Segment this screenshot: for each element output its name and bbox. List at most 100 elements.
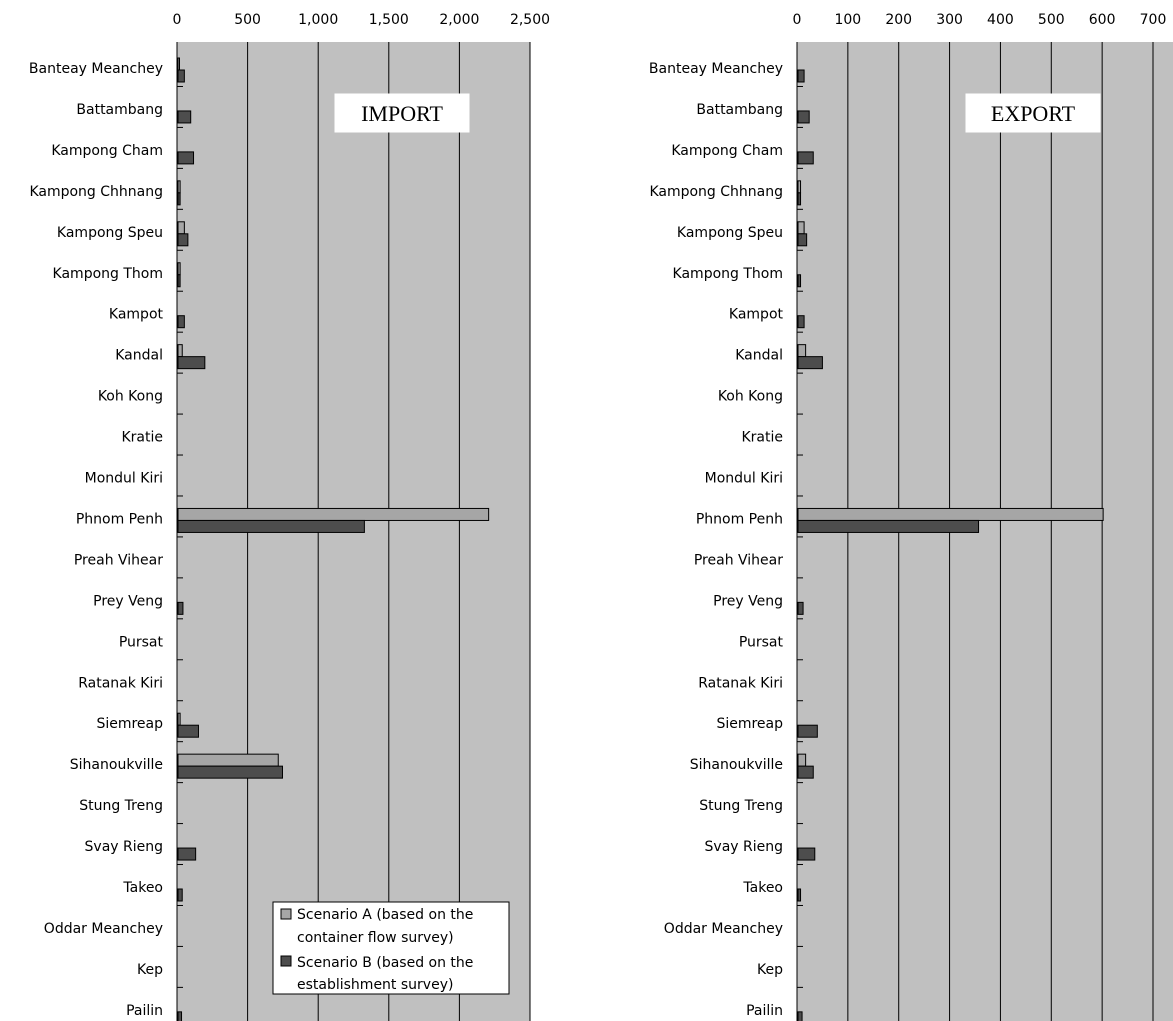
export-bar-scenario-b-kandal	[797, 356, 823, 370]
import-bar-scenario-b-banteay-meanchey	[177, 69, 185, 83]
import-category-label-koh-kong: Koh Kong	[98, 389, 163, 405]
export-tick-label: 0	[793, 12, 802, 28]
legend-swatch-scenario-a	[280, 908, 292, 920]
export-axis	[796, 42, 803, 1021]
import-category-label-ratanak-kiri: Ratanak Kiri	[78, 675, 163, 691]
export-category-label-pursat: Pursat	[739, 634, 784, 650]
import-bar-scenario-b-takeo	[177, 888, 183, 902]
legend-label-scenario-b-line1: Scenario B (based on the	[297, 955, 473, 971]
export-category-label-kampong-cham: Kampong Cham	[671, 143, 783, 159]
import-category-label-kandal: Kandal	[115, 348, 163, 364]
import-category-label-kampong-speu: Kampong Speu	[57, 225, 163, 241]
import-category-label-stung-treng: Stung Treng	[79, 798, 163, 814]
export-category-labels: Banteay Meanchey Battambang Kampong Cham K…	[649, 61, 784, 1019]
import-bar-scenario-a-siemreap	[177, 712, 181, 726]
import-category-label-prey-veng: Prey Veng	[93, 593, 163, 609]
export-category-label-stung-treng: Stung Treng	[699, 798, 783, 814]
import-bar-scenario-b-pailin	[177, 1011, 183, 1021]
legend-label-scenario-a-line2: container flow survey)	[297, 930, 454, 946]
export-category-label-koh-kong: Koh Kong	[718, 389, 783, 405]
import-category-label-kampong-thom: Kampong Thom	[53, 266, 163, 282]
import-category-label-preah-vihear: Preah Vihear	[74, 552, 163, 568]
export-category-label-banteay-meanchey: Banteay Meanchey	[649, 61, 783, 77]
export-bar-scenario-b-prey-veng	[797, 601, 804, 615]
import-title-box: IMPORT	[334, 93, 470, 133]
import-bar-scenario-b-svay-rieng	[177, 847, 197, 861]
import-bar-scenario-a-sihanoukville	[177, 753, 279, 767]
export-bars	[797, 69, 1104, 1021]
export-bar-scenario-b-sihanoukville	[797, 765, 814, 779]
export-category-label-sihanoukville: Sihanoukville	[690, 757, 783, 773]
import-category-label-kampong-chhnang: Kampong Chhnang	[29, 184, 163, 200]
import-category-label-sihanoukville: Sihanoukville	[70, 757, 163, 773]
export-tick-label: 200	[885, 12, 912, 28]
export-bar-scenario-a-phnom-penh	[797, 507, 1104, 521]
import-category-label-oddar-meanchey: Oddar Meanchey	[44, 921, 163, 937]
export-bar-scenario-b-siemreap	[797, 724, 818, 738]
export-tick-labels: 0 100 200 300 400 500 600 700	[793, 12, 1167, 28]
import-category-label-pursat: Pursat	[119, 634, 164, 650]
import-bar-scenario-b-phnom-penh	[177, 519, 365, 533]
export-title: EXPORT	[991, 101, 1076, 126]
import-category-label-kampot: Kampot	[109, 307, 164, 323]
import-axis	[176, 42, 183, 1021]
import-tick-label: 1,500	[369, 12, 409, 28]
export-category-label-ratanak-kiri: Ratanak Kiri	[698, 675, 783, 691]
import-tick-label: 2,500	[510, 12, 550, 28]
import-tick-label: 1,000	[298, 12, 338, 28]
export-bar-scenario-b-kampong-cham	[797, 151, 814, 165]
import-bar-scenario-b-prey-veng	[177, 601, 184, 615]
export-category-label-mondul-kiri: Mondul Kiri	[705, 471, 783, 487]
export-bar-scenario-b-kampot	[797, 315, 805, 329]
legend: Scenario A (based on the container flow …	[272, 901, 510, 995]
export-tick-label: 100	[834, 12, 861, 28]
export-category-label-kandal: Kandal	[735, 348, 783, 364]
import-bar-scenario-a-kampong-thom	[177, 262, 181, 276]
import-category-label-kep: Kep	[137, 962, 163, 978]
import-tick-labels: 0 500 1,000 1,500 2,000 2,500	[173, 12, 551, 28]
import-bar-scenario-a-kandal	[177, 344, 183, 358]
import-bar-scenario-a-kampong-speu	[177, 221, 185, 235]
import-tick-label: 2,000	[439, 12, 479, 28]
export-tick-label: 500	[1038, 12, 1065, 28]
import-category-label-battambang: Battambang	[76, 102, 163, 118]
export-bar-scenario-b-svay-rieng	[797, 847, 816, 861]
export-category-label-battambang: Battambang	[696, 102, 783, 118]
import-category-label-kampong-cham: Kampong Cham	[51, 143, 163, 159]
import-bar-scenario-b-kampong-thom	[177, 274, 181, 288]
export-tick-label: 700	[1140, 12, 1167, 28]
import-tick-label: 0	[173, 12, 182, 28]
import-tick-label: 500	[234, 12, 261, 28]
export-category-label-pailin: Pailin	[746, 1003, 783, 1019]
import-bar-scenario-a-kampong-chhnang	[177, 180, 181, 194]
export-category-label-kampong-thom: Kampong Thom	[673, 266, 783, 282]
export-category-label-preah-vihear: Preah Vihear	[694, 552, 783, 568]
export-bar-scenario-b-phnom-penh	[797, 519, 980, 533]
export-bar-scenario-a-kampong-chhnang	[797, 180, 802, 194]
export-bar-scenario-b-banteay-meanchey	[797, 69, 805, 83]
export-category-label-takeo: Takeo	[742, 880, 783, 896]
import-bar-scenario-b-sihanoukville	[177, 765, 283, 779]
import-category-label-phnom-penh: Phnom Penh	[76, 511, 163, 527]
import-bar-scenario-a-phnom-penh	[177, 507, 490, 521]
import-bar-scenario-b-kampong-cham	[177, 151, 195, 165]
export-category-label-kratie: Kratie	[741, 430, 783, 446]
import-category-labels: Banteay Meanchey Battambang Kampong Cham K…	[29, 61, 164, 1019]
export-category-label-kampong-speu: Kampong Speu	[677, 225, 783, 241]
import-panel: 0 500 1,000 1,500 2,000 2,500 Banteay Meanche…	[29, 12, 550, 1021]
export-category-label-prey-veng: Prey Veng	[713, 593, 783, 609]
export-category-label-svay-rieng: Svay Rieng	[705, 839, 783, 855]
export-category-label-oddar-meanchey: Oddar Meanchey	[664, 921, 783, 937]
import-category-label-takeo: Takeo	[122, 880, 163, 896]
import-bar-scenario-b-kampong-speu	[177, 233, 189, 247]
export-bar-scenario-b-kampong-speu	[797, 233, 808, 247]
import-bar-scenario-b-battambang	[177, 110, 192, 124]
import-bar-scenario-b-siemreap	[177, 724, 199, 738]
export-bar-scenario-b-kampong-thom	[797, 274, 802, 288]
legend-label-scenario-a-line1: Scenario A (based on the	[297, 907, 473, 923]
import-category-label-siemreap: Siemreap	[96, 716, 163, 732]
export-category-label-kep: Kep	[757, 962, 783, 978]
import-title: IMPORT	[361, 101, 443, 126]
import-bars	[177, 57, 490, 1021]
